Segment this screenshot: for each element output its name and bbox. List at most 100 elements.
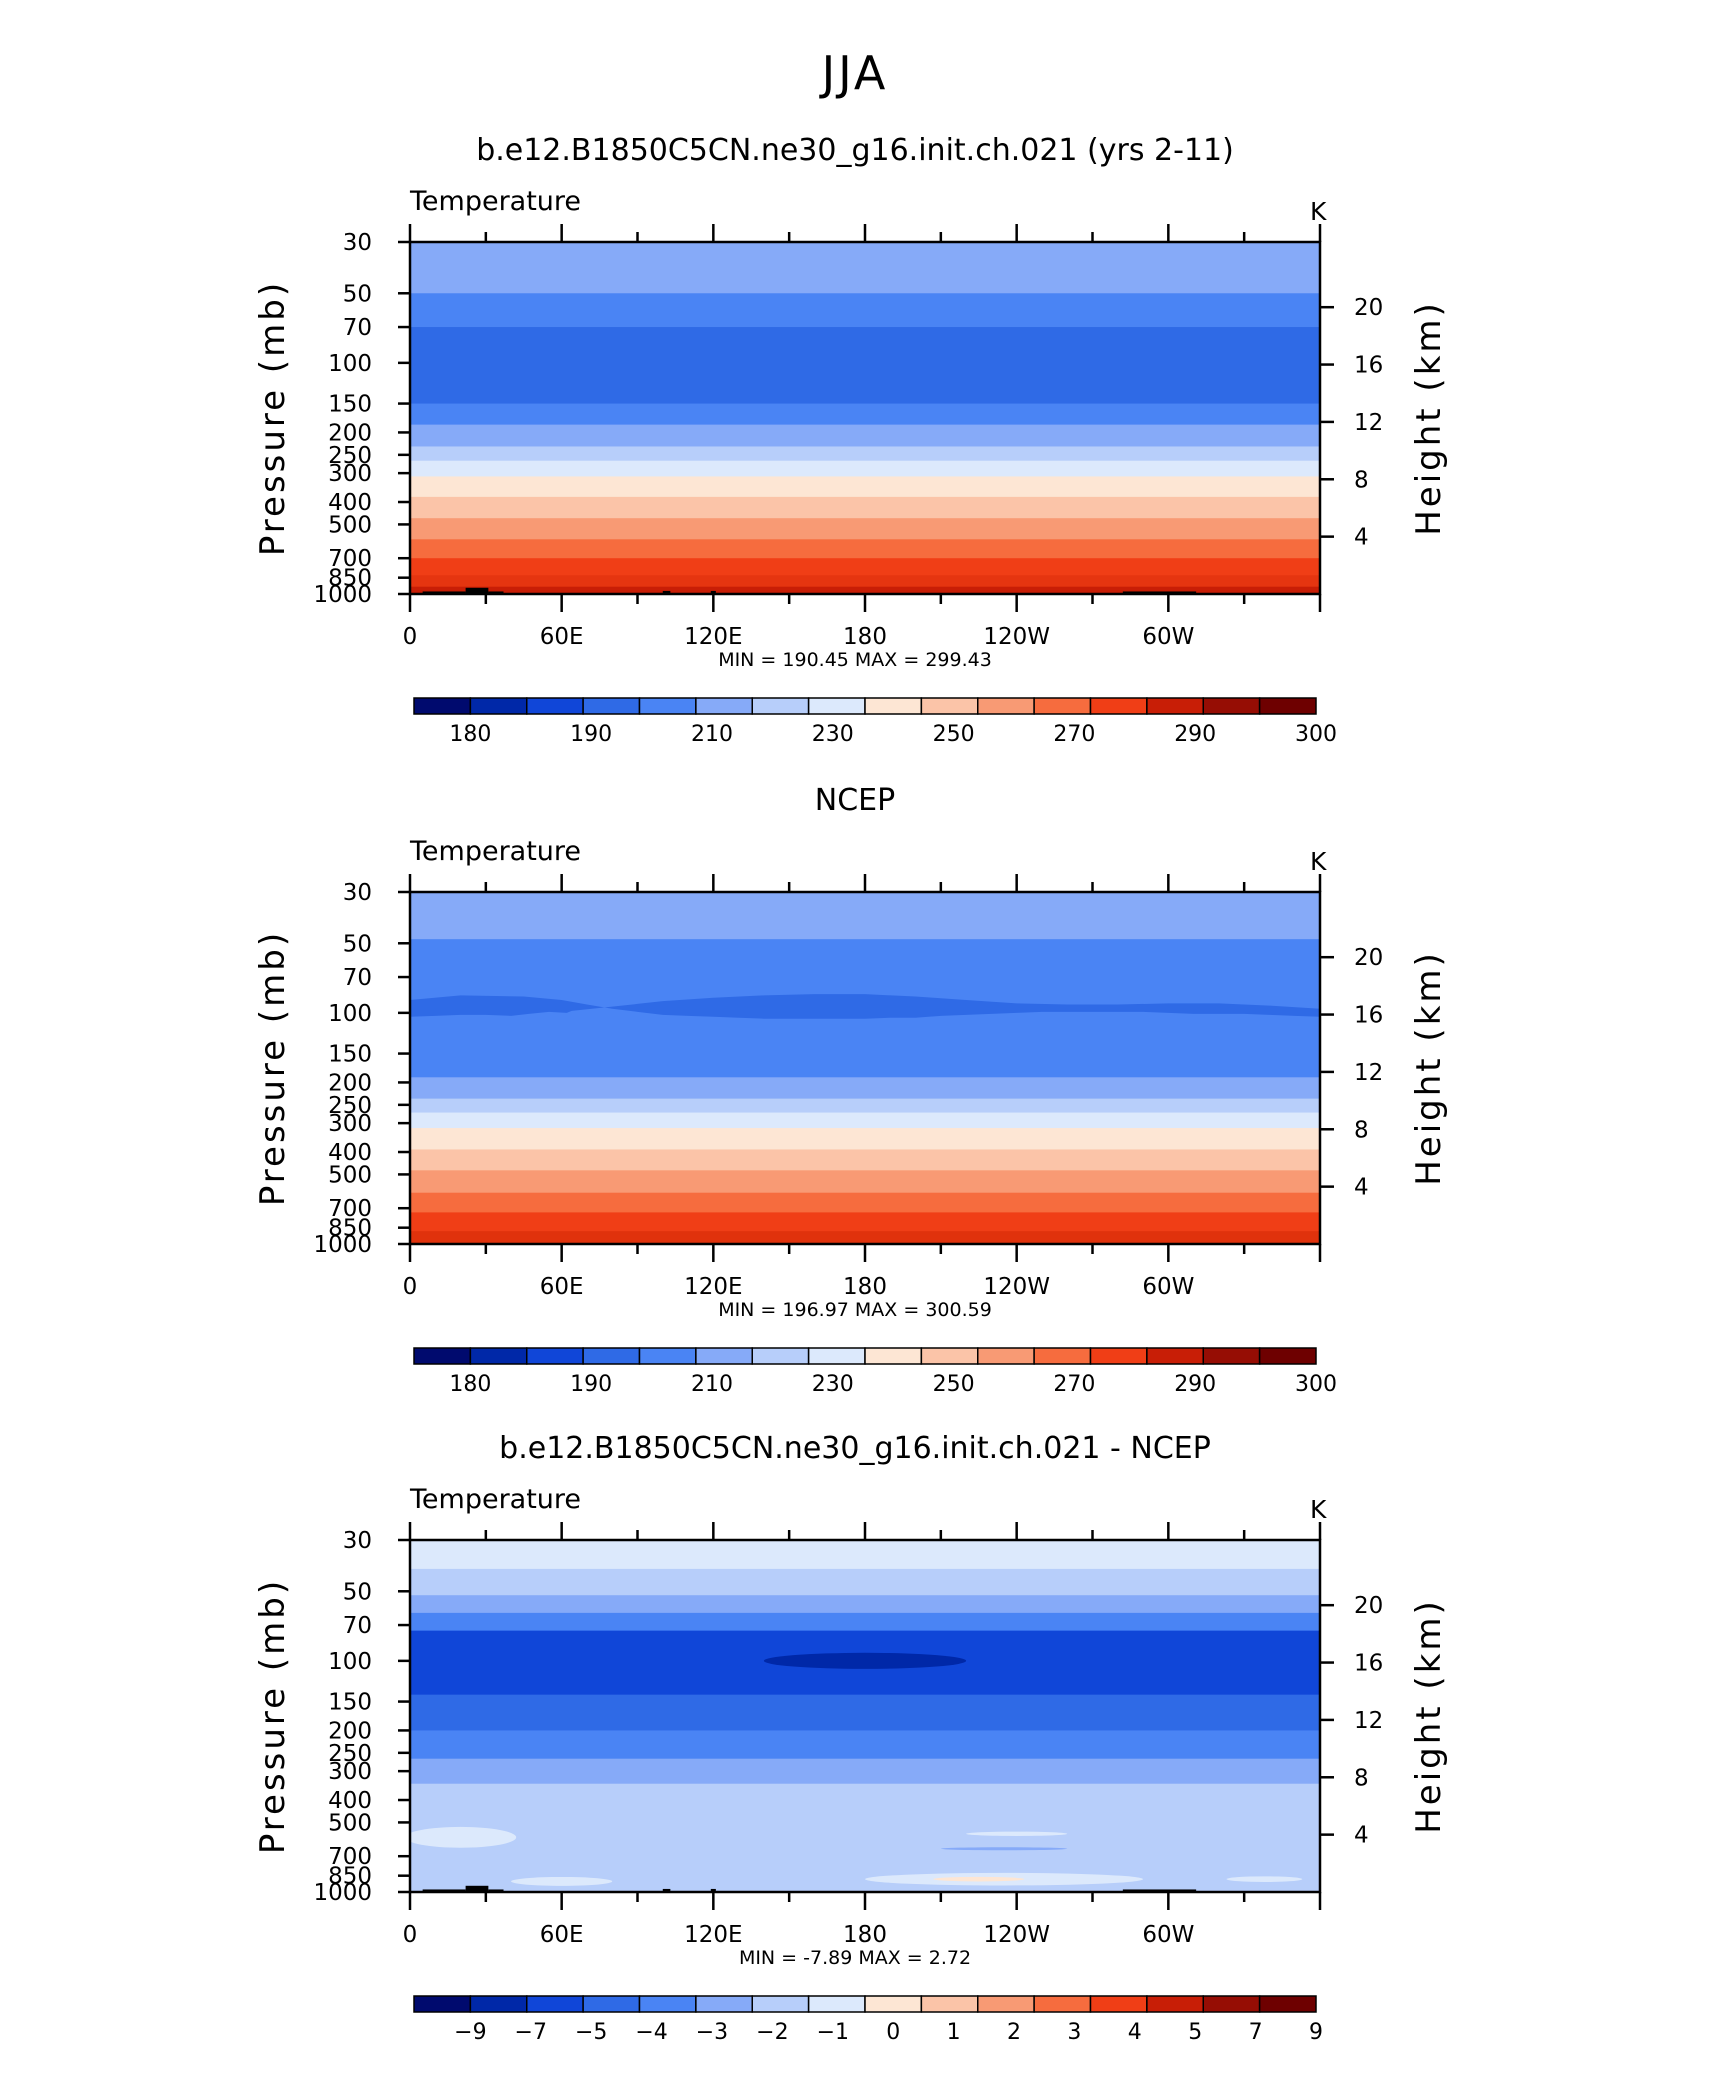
- colorbar-cell: [413, 1347, 472, 1365]
- plot-area: [410, 1540, 1320, 1892]
- y-tick-label: 250: [328, 1093, 372, 1119]
- contour-band: [410, 1077, 1320, 1100]
- contour-band: [410, 1568, 1320, 1596]
- contour-band: [410, 1128, 1320, 1150]
- x-tick-label: 120E: [684, 1274, 742, 1300]
- colorbar-cell: [807, 697, 866, 715]
- colorbar-cell: [638, 1347, 697, 1365]
- colorbar-label: 210: [691, 1372, 733, 1397]
- colorbar-cell: [977, 697, 1035, 715]
- y-tick-label: 1000: [313, 582, 372, 608]
- variable-label: Temperature: [409, 186, 581, 217]
- contour-band: [410, 518, 1320, 540]
- contour-band: [410, 558, 1320, 576]
- contour-band: [410, 1783, 1320, 1892]
- x-tick-label: 60W: [1142, 1274, 1194, 1300]
- contour-band: [410, 1730, 1320, 1760]
- min-max-stats: MIN = 196.97 MAX = 300.59: [718, 1299, 992, 1321]
- colorbar-cell: [526, 1347, 584, 1365]
- colorbar-cell: [582, 697, 641, 715]
- colorbar-cell: [413, 697, 472, 715]
- colorbar-cell: [1089, 1995, 1148, 2013]
- contour-band: [410, 1212, 1320, 1232]
- y2-axis-label: Height (km): [1409, 1598, 1449, 1834]
- y-tick-label: 150: [328, 392, 372, 418]
- topography-mask: [1122, 591, 1197, 594]
- y-tick-label: 150: [328, 1690, 372, 1716]
- colorbar-label: 300: [1295, 722, 1337, 747]
- colorbar-cell: [864, 1995, 923, 2013]
- x-tick-label: 120E: [684, 624, 742, 650]
- contour-feature: [410, 994, 1320, 1019]
- contour-band: [410, 446, 1320, 462]
- colorbar-label: 180: [449, 1372, 491, 1397]
- colorbar-label: 270: [1053, 722, 1095, 747]
- topography-mask: [710, 1888, 716, 1892]
- y-tick-label: 70: [343, 315, 372, 341]
- contour-band: [410, 1149, 1320, 1171]
- y-tick-label: 150: [328, 1042, 372, 1068]
- colorbar-label: −1: [817, 2020, 849, 2045]
- min-max-stats: MIN = 190.45 MAX = 299.43: [718, 649, 992, 671]
- contour-feature: [410, 1826, 517, 1848]
- contour-band: [410, 293, 1320, 328]
- colorbar-label: 0: [886, 2020, 900, 2045]
- colorbar-cell: [1258, 1995, 1317, 2013]
- contour-feature: [511, 1876, 613, 1886]
- contour-band: [410, 892, 1320, 940]
- contour-band: [410, 1612, 1320, 1632]
- colorbar-cell: [1033, 697, 1092, 715]
- colorbar-cell: [526, 697, 584, 715]
- colorbar-label: 180: [449, 722, 491, 747]
- y2-tick-label: 12: [1354, 1708, 1383, 1734]
- colorbar-cell: [1089, 697, 1148, 715]
- contour-band: [410, 496, 1320, 519]
- colorbar-cell: [695, 1347, 753, 1365]
- x-tick-label: 120W: [983, 624, 1050, 650]
- colorbar-label: −2: [756, 2020, 788, 2045]
- y-axis-label: Pressure (mb): [253, 280, 293, 556]
- colorbar-cell: [638, 697, 697, 715]
- y-tick-label: 700: [328, 1844, 372, 1870]
- contour-band: [410, 424, 1320, 447]
- y-tick-label: 50: [343, 931, 372, 957]
- topography-mask: [465, 1885, 489, 1892]
- chart-title: NCEP: [815, 783, 895, 818]
- colorbar-label: 5: [1188, 2020, 1202, 2045]
- y2-axis-label: Height (km): [1409, 950, 1449, 1186]
- chart-panel-ncep: NCEP Temperature K 0 60E 120E 180 120W 60W 30 50 70…: [253, 783, 1449, 1397]
- colorbar-cell: [751, 1347, 810, 1365]
- colorbar-cell: [1202, 697, 1261, 715]
- y-tick-label: 30: [343, 230, 372, 256]
- topography-mask: [662, 590, 671, 594]
- colorbar-label: 9: [1309, 2020, 1323, 2045]
- contour-band: [410, 242, 1320, 294]
- colorbar-cell: [751, 1995, 810, 2013]
- x-tick-label: 120E: [684, 1922, 742, 1948]
- colorbar-cell: [638, 1995, 697, 2013]
- y-tick-label: 500: [328, 512, 372, 538]
- y-tick-label: 850: [328, 1864, 372, 1890]
- y2-tick-label: 20: [1354, 295, 1383, 321]
- topography-mask: [662, 1888, 671, 1892]
- y2-tick-label: 12: [1354, 410, 1383, 436]
- topography-mask: [422, 1889, 466, 1892]
- variable-label: Temperature: [409, 836, 581, 867]
- min-max-stats: MIN = -7.89 MAX = 2.72: [739, 1947, 971, 1969]
- contour-band: [410, 327, 1320, 405]
- colorbar-label: 3: [1067, 2020, 1081, 2045]
- y-tick-label: 850: [328, 566, 372, 592]
- topography-mask: [1122, 1889, 1197, 1892]
- colorbar-label: 4: [1128, 2020, 1142, 2045]
- topography-mask: [422, 591, 466, 594]
- x-tick-label: 180: [843, 1274, 887, 1300]
- units-label: K: [1310, 1495, 1327, 1524]
- plot-area: [410, 242, 1320, 594]
- colorbar-cell: [1202, 1995, 1261, 2013]
- contour-feature: [1226, 1876, 1303, 1883]
- colorbar-cell: [469, 697, 528, 715]
- y2-tick-label: 8: [1354, 1117, 1369, 1143]
- contour-feature: [940, 1847, 1068, 1851]
- topography-mask: [710, 590, 716, 594]
- colorbar-cell: [1033, 1347, 1092, 1365]
